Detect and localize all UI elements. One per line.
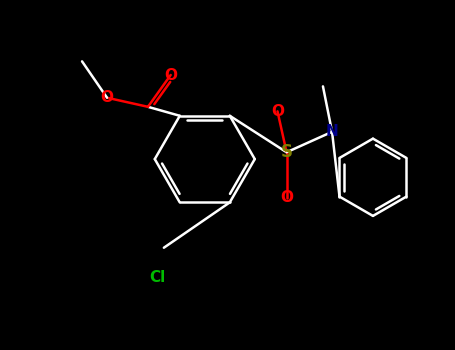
Text: O: O (271, 104, 284, 119)
Text: S: S (281, 143, 293, 161)
Text: Cl: Cl (149, 270, 165, 285)
Text: O: O (280, 190, 293, 205)
Text: O: O (101, 90, 114, 105)
Text: O: O (164, 68, 177, 83)
Text: N: N (326, 124, 339, 139)
